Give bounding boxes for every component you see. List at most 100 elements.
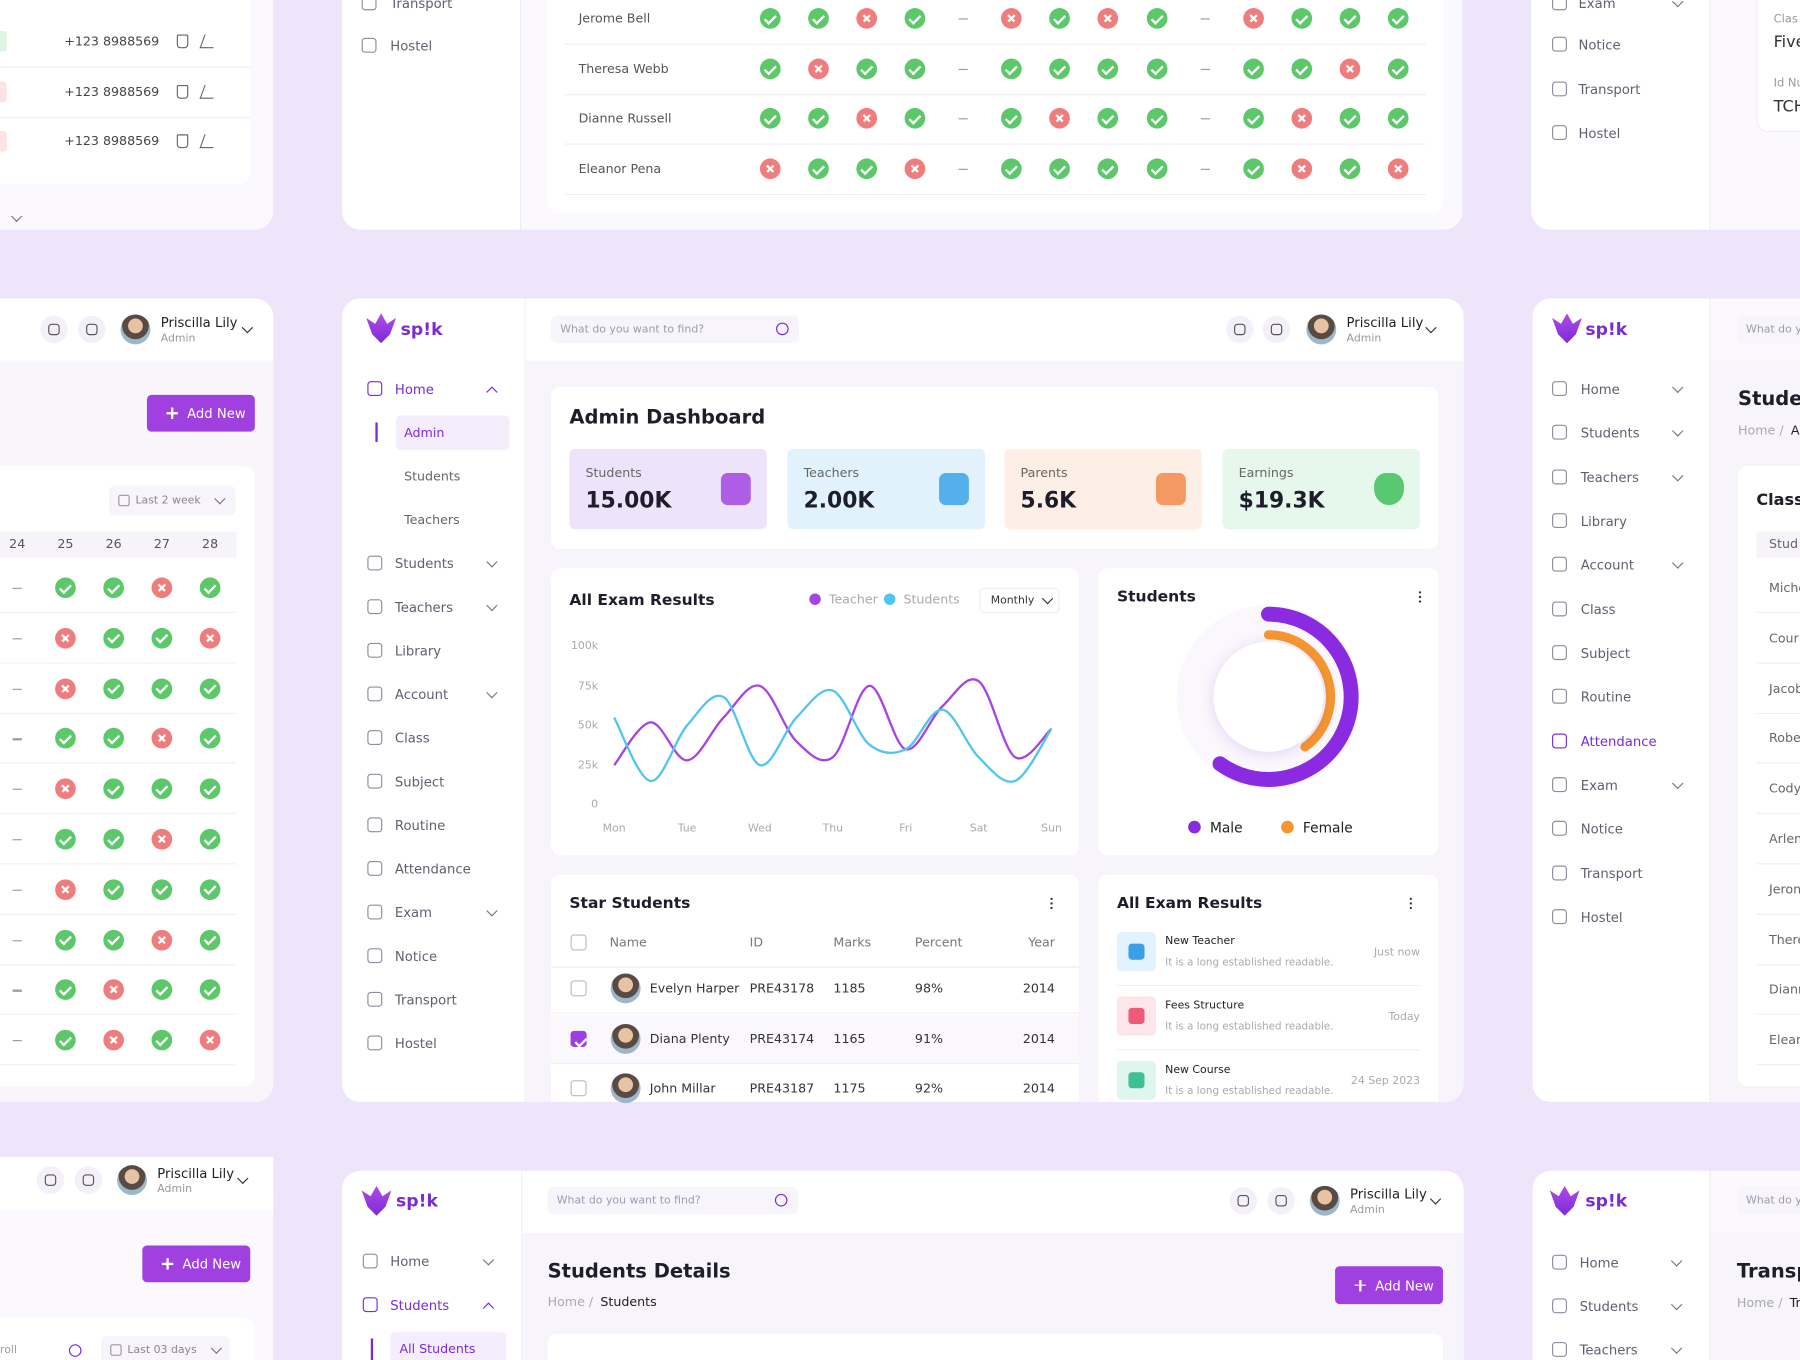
plus <box>166 1258 169 1270</box>
chart-title: All Exam Results <box>569 591 715 610</box>
dash <box>12 889 22 891</box>
menu-icon <box>1552 1298 1567 1314</box>
day-header: 26 <box>105 536 122 552</box>
row-divider <box>564 94 1426 96</box>
filter-label: Last 03 days <box>127 1343 197 1357</box>
student-name: Miche <box>1769 580 1800 596</box>
menu-item: Routine <box>394 817 446 834</box>
logo-text: sp!k <box>1585 319 1628 340</box>
absent-icon <box>55 677 76 699</box>
dash <box>1200 68 1210 71</box>
row-divider <box>1756 913 1800 915</box>
table-cell: 2014 <box>1022 980 1055 996</box>
menu-dot <box>1418 590 1422 594</box>
x-tick-label: Sun <box>1041 822 1062 836</box>
breadcrumb-current: Tr <box>1789 1295 1800 1311</box>
row-divider <box>564 143 1426 145</box>
present-icon <box>904 58 926 80</box>
present-icon <box>1097 158 1119 180</box>
legend-label: Students <box>903 591 960 607</box>
menu-item: Exam <box>394 904 433 921</box>
checkbox[interactable] <box>570 980 587 997</box>
present-icon <box>103 828 124 850</box>
message-icon <box>1267 1186 1295 1215</box>
absent-icon <box>151 728 173 749</box>
present-icon <box>1097 58 1119 80</box>
row-divider <box>564 194 1426 196</box>
add-button[interactable] <box>146 394 255 432</box>
search-box <box>1736 315 1800 344</box>
menu-item: Exam <box>1580 777 1618 794</box>
absent-icon <box>1339 58 1361 80</box>
menu-item: Home <box>1580 381 1620 398</box>
field-value: Five <box>1773 33 1800 52</box>
table-cell: PRE43187 <box>749 1080 815 1096</box>
delete-icon <box>176 134 189 149</box>
checkbox[interactable] <box>570 1030 587 1047</box>
card <box>547 0 1443 213</box>
menu-item: Library <box>394 642 442 659</box>
menu-item: Account <box>1580 556 1635 573</box>
add-button[interactable] <box>142 1245 251 1283</box>
present-icon <box>808 8 829 29</box>
present-icon <box>1339 8 1361 29</box>
breadcrumb-separator: / <box>1779 423 1784 438</box>
present-icon <box>199 778 221 800</box>
present-icon <box>1243 158 1264 180</box>
absent-icon <box>103 1029 124 1051</box>
column-header: Name <box>609 935 647 950</box>
row-divider <box>551 966 1080 968</box>
table-cell: PRE43174 <box>749 1031 815 1047</box>
feed-glyph <box>1128 943 1145 960</box>
period-select[interactable] <box>979 587 1060 614</box>
table-cell: John Millar <box>649 1080 716 1096</box>
student-name: Diann <box>1769 982 1800 998</box>
submenu-indicator <box>370 1338 374 1360</box>
absent-icon <box>856 8 878 29</box>
search-placeholder: What do you want to find? <box>556 1194 701 1208</box>
present-icon <box>151 979 173 1001</box>
chart-title: Students <box>1116 587 1196 607</box>
menu-item: Hostel <box>394 1035 437 1052</box>
menu-item: Notice <box>1578 36 1621 53</box>
row-divider <box>0 611 237 614</box>
menu-item: Teachers <box>1579 1341 1638 1359</box>
present-icon <box>55 728 76 749</box>
card-title: Star Students <box>569 894 691 913</box>
row-divider <box>0 1014 237 1016</box>
menu-icon <box>1552 81 1567 97</box>
present-icon <box>151 778 173 800</box>
menu-icon <box>1552 909 1567 925</box>
student-name: Jerome Bell <box>578 10 651 26</box>
checkbox[interactable] <box>570 1080 587 1097</box>
present-icon <box>1291 58 1313 80</box>
donut-center-label: Total <box>1252 672 1285 689</box>
legend-swatch <box>1188 820 1201 834</box>
page-title: Admin Dashboard <box>569 406 766 430</box>
filter <box>109 485 236 516</box>
phone: +123 8988569 <box>64 133 160 149</box>
menu-icon <box>1552 513 1567 529</box>
present-icon <box>55 828 76 850</box>
present-icon <box>151 627 173 649</box>
present-icon <box>904 8 926 29</box>
table-cell: PRE43178 <box>749 980 815 996</box>
present-icon <box>856 58 878 80</box>
search-box <box>551 315 799 344</box>
column-header: Marks <box>833 935 872 950</box>
student-name: Robe <box>1769 731 1800 747</box>
row-divider <box>0 863 237 865</box>
column-header: Percent <box>914 935 963 950</box>
column-header: ID <box>749 935 764 950</box>
present-icon <box>55 929 76 951</box>
present-icon <box>103 929 124 951</box>
submenu-item: All Students <box>399 1341 476 1357</box>
avatar <box>610 973 641 1004</box>
add-button[interactable] <box>1335 1266 1443 1305</box>
present-icon <box>1001 58 1022 80</box>
feed-text: It is a long established readable. <box>1165 1021 1334 1034</box>
checkbox[interactable] <box>570 934 587 951</box>
menu-item: Students <box>394 555 454 572</box>
table-cell: 91% <box>914 1031 943 1047</box>
